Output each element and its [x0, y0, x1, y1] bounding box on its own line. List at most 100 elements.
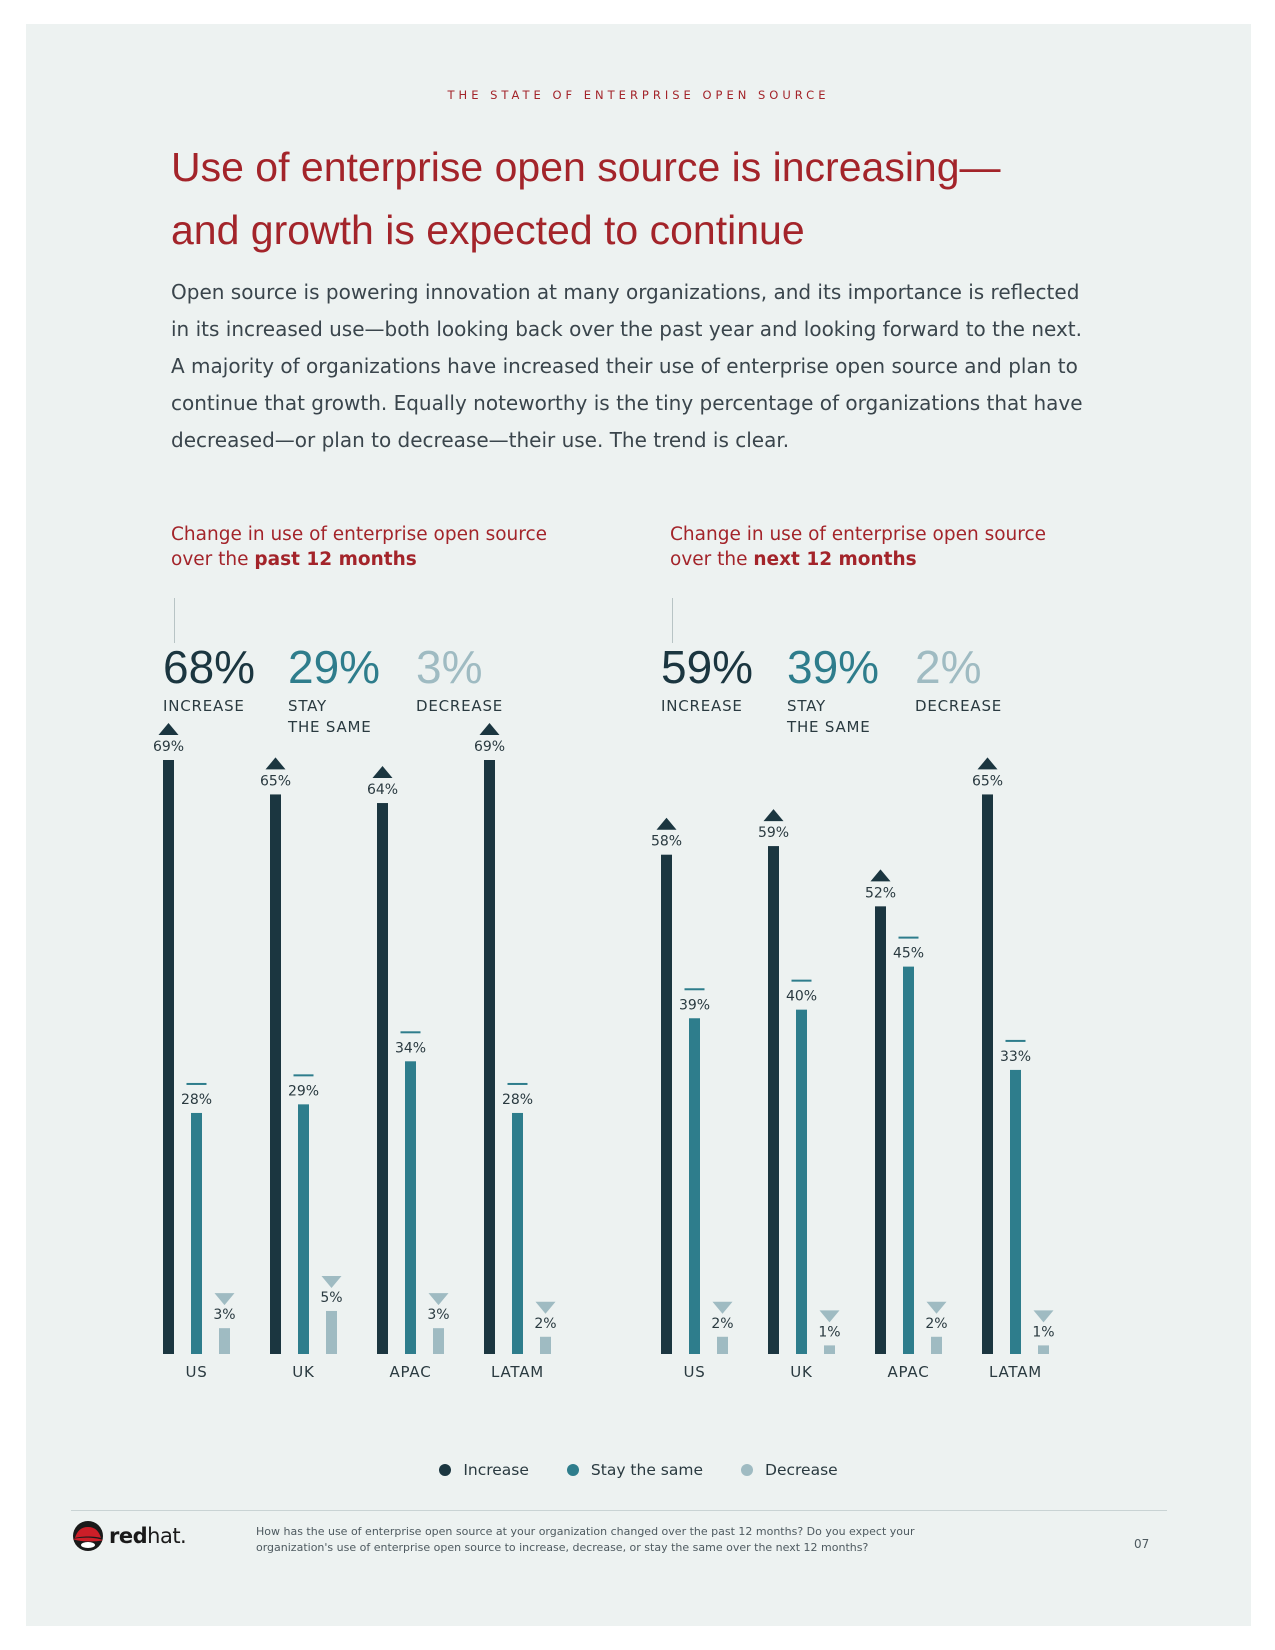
redhat-shadowman-icon: [73, 1521, 103, 1551]
bar-stay-the-same: [689, 1018, 700, 1354]
data-label: 52%: [865, 885, 896, 901]
bar-stay-the-same: [405, 1061, 416, 1354]
wordmark-bold: red: [109, 1524, 148, 1548]
legend-dot-increase: [439, 1464, 452, 1476]
up-triangle-icon: [656, 817, 677, 830]
stat-label: DECREASE: [416, 697, 504, 715]
legend-label: Increase: [463, 1461, 529, 1479]
legend-dot-stay: [566, 1464, 579, 1476]
data-label: 2%: [711, 1316, 733, 1332]
bar-increase: [768, 846, 779, 1354]
category-label: UK: [790, 1363, 813, 1381]
category-label: APAC: [389, 1363, 431, 1381]
data-label: 45%: [893, 946, 924, 962]
data-label: 28%: [502, 1092, 533, 1108]
up-triangle-icon: [870, 869, 891, 882]
data-label: 64%: [367, 782, 398, 798]
data-label: 1%: [818, 1324, 840, 1340]
bar-decrease: [717, 1336, 728, 1354]
dash-marker-icon: [791, 979, 812, 982]
survey-question-footnote: How has the use of enterprise open sourc…: [256, 1525, 915, 1554]
up-triangle-icon: [977, 757, 998, 770]
dash-marker-icon: [400, 1031, 421, 1034]
bar-decrease: [433, 1328, 444, 1354]
legend-label: Decrease: [765, 1461, 838, 1479]
data-label: 34%: [395, 1040, 426, 1056]
panel-heading-next: Change in use of enterprise open source …: [670, 522, 1050, 572]
stat-value: 68%: [163, 641, 256, 693]
bar-increase: [875, 906, 886, 1354]
data-label: 65%: [260, 773, 291, 789]
down-triangle-icon: [712, 1301, 733, 1314]
heading-leader-line: [174, 598, 175, 643]
dash-marker-icon: [507, 1082, 528, 1085]
page-title: Use of enterprise open source is increas…: [171, 136, 1131, 262]
data-label: 5%: [320, 1290, 342, 1306]
bar-stay-the-same: [512, 1112, 523, 1354]
bar-decrease: [931, 1336, 942, 1354]
bar-decrease: [540, 1336, 551, 1354]
redhat-wordmark: redhat.: [109, 1524, 187, 1548]
bar-decrease: [1038, 1345, 1049, 1354]
bar-increase: [484, 760, 495, 1354]
panel-heading-text: Change in use of enterprise open source …: [670, 524, 1047, 570]
bar-increase: [661, 854, 672, 1354]
regional-bar-charts: 69% 28% 3% US 65% 29% 5% UK 64% 34% 3% APAC 69% 28% 2%…: [153, 723, 1055, 1381]
stat-increase-past: 68% INCREASE: [163, 642, 255, 717]
title-line-1: Use of enterprise open source is increas…: [171, 144, 1001, 190]
data-label: 29%: [288, 1083, 319, 1099]
stat-label: STAY THE SAME: [787, 697, 871, 736]
category-label: US: [185, 1363, 207, 1381]
down-triangle-icon: [819, 1310, 840, 1323]
stat-label: STAY THE SAME: [288, 697, 372, 736]
dash-marker-icon: [684, 988, 705, 991]
panel-heading-emphasis: next 12 months: [753, 549, 917, 570]
heading-leader-line: [672, 598, 673, 643]
down-triangle-icon: [428, 1293, 449, 1306]
stat-increase-next: 59% INCREASE: [661, 642, 753, 717]
stat-value: 39%: [787, 641, 880, 693]
down-triangle-icon: [1033, 1310, 1054, 1323]
bar-stay-the-same: [1010, 1069, 1021, 1354]
bar-stay-the-same: [796, 1009, 807, 1354]
bar-stay-the-same: [903, 966, 914, 1354]
data-label: 69%: [474, 739, 505, 755]
report-eyebrow: THE STATE OF ENTERPRISE OPEN SOURCE: [447, 88, 830, 102]
legend-dot-decrease: [741, 1464, 754, 1476]
panel-heading-emphasis: past 12 months: [254, 549, 417, 570]
bar-decrease: [824, 1345, 835, 1354]
up-triangle-icon: [372, 766, 393, 779]
report-page: THE STATE OF ENTERPRISE OPEN SOURCE Use …: [26, 24, 1251, 1626]
category-label: LATAM: [989, 1363, 1042, 1381]
data-label: 33%: [1000, 1049, 1031, 1065]
stat-decrease-next: 2% DECREASE: [915, 642, 1002, 717]
stat-value: 2%: [915, 641, 982, 693]
stat-value: 3%: [416, 641, 483, 693]
data-label: 28%: [181, 1092, 212, 1108]
legend-label: Stay the same: [590, 1461, 704, 1479]
up-triangle-icon: [763, 809, 784, 822]
wordmark-light: hat.: [147, 1524, 187, 1548]
data-label: 69%: [153, 739, 184, 755]
category-label: LATAM: [491, 1363, 544, 1381]
intro-paragraph: Open source is powering innovation at ma…: [171, 280, 1083, 452]
bar-increase: [982, 794, 993, 1354]
stat-decrease-past: 3% DECREASE: [416, 642, 503, 717]
category-label: UK: [292, 1363, 315, 1381]
stat-same-past: 29% STAY THE SAME: [288, 642, 380, 738]
legend-item-decrease: Decrease: [741, 1461, 838, 1479]
data-label: 40%: [786, 989, 817, 1005]
bar-stay-the-same: [191, 1112, 202, 1354]
down-triangle-icon: [214, 1293, 235, 1306]
bar-decrease: [219, 1328, 230, 1354]
dash-marker-icon: [293, 1074, 314, 1077]
bar-increase: [163, 760, 174, 1354]
category-label: US: [683, 1363, 705, 1381]
legend-item-increase: Increase: [439, 1461, 529, 1479]
legend-item-stay: Stay the same: [566, 1461, 704, 1479]
data-label: 2%: [925, 1316, 947, 1332]
bar-stay-the-same: [298, 1104, 309, 1354]
chart-legend: Increase Stay the same Decrease: [26, 1461, 1251, 1479]
data-label: 3%: [427, 1307, 449, 1323]
stat-value: 29%: [288, 641, 381, 693]
